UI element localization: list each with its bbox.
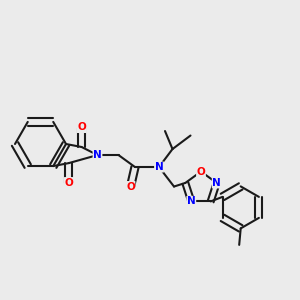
Text: N: N bbox=[93, 150, 102, 160]
Text: O: O bbox=[196, 167, 206, 176]
Text: N: N bbox=[154, 162, 164, 172]
Text: O: O bbox=[126, 182, 135, 191]
Text: O: O bbox=[64, 178, 73, 188]
Text: N: N bbox=[187, 196, 196, 206]
Text: N: N bbox=[212, 178, 221, 188]
Text: O: O bbox=[77, 122, 86, 133]
